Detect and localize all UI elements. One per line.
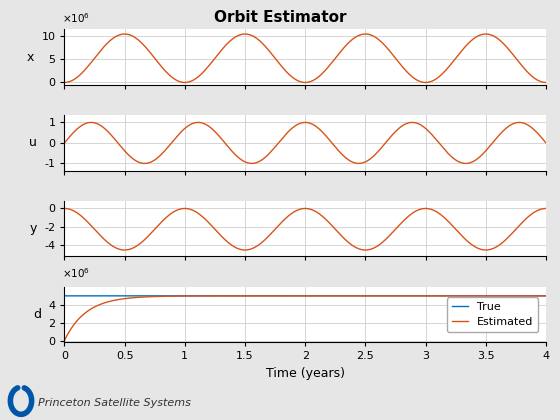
Legend: True, Estimated: True, Estimated	[447, 297, 538, 332]
Text: Princeton Satellite Systems: Princeton Satellite Systems	[38, 398, 190, 408]
Estimated	[543, 293, 549, 298]
True	[61, 293, 68, 298]
True	[504, 293, 511, 298]
Estimated	[290, 293, 297, 298]
True	[267, 293, 274, 298]
Estimated	[61, 338, 68, 343]
True	[543, 293, 549, 298]
True	[263, 293, 270, 298]
True	[290, 293, 297, 298]
Line: Estimated: Estimated	[64, 296, 546, 341]
Y-axis label: u: u	[29, 136, 37, 150]
X-axis label: Time (years): Time (years)	[265, 367, 345, 380]
Estimated	[263, 293, 270, 298]
Estimated	[528, 293, 535, 298]
True	[528, 293, 535, 298]
Y-axis label: x: x	[26, 50, 34, 63]
Estimated	[504, 293, 511, 298]
Y-axis label: y: y	[30, 222, 37, 235]
Text: $\times10^6$: $\times10^6$	[62, 11, 90, 25]
Y-axis label: d: d	[33, 308, 41, 321]
Text: $\times10^6$: $\times10^6$	[62, 266, 90, 280]
Estimated	[411, 293, 418, 298]
True	[411, 293, 418, 298]
Estimated	[267, 293, 274, 298]
Text: Orbit Estimator: Orbit Estimator	[214, 10, 346, 26]
